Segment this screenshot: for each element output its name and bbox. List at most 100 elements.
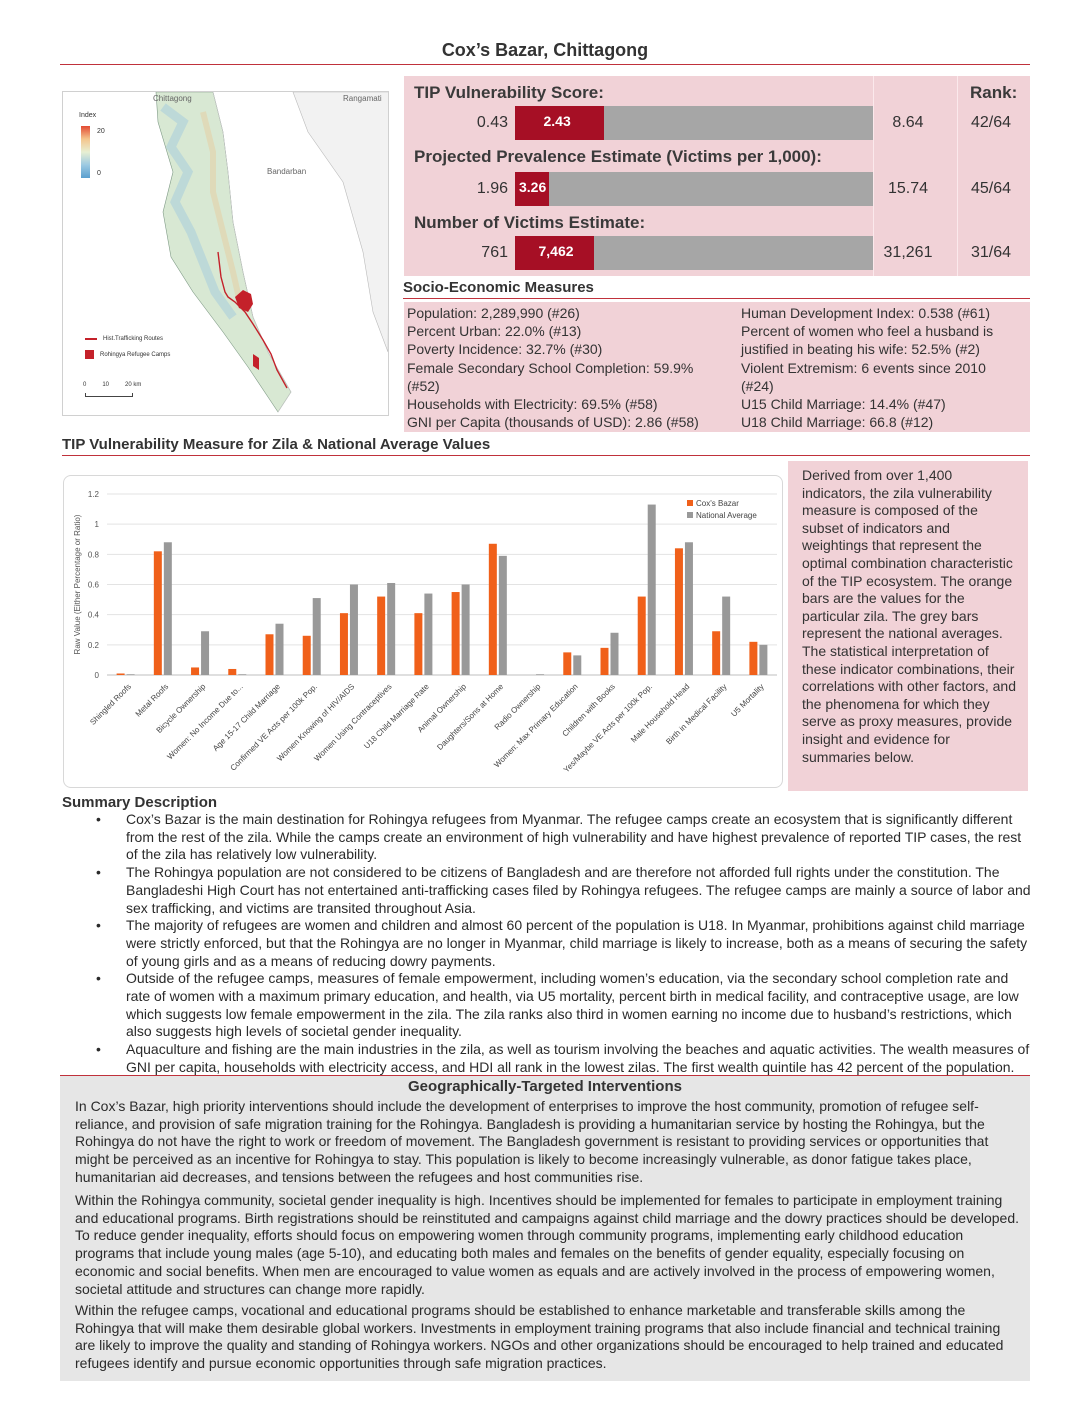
score-min: 1.96 <box>404 180 508 198</box>
legend-routes: Hist.Trafficking Routes <box>85 336 163 342</box>
bar-zila <box>340 613 348 675</box>
bar-zila <box>452 592 460 675</box>
scale-10: 10 <box>102 382 109 388</box>
score-max: 31,261 <box>880 244 936 262</box>
chart-svg: 0 0.2 0.4 0.6 0.8 1 1.2 Raw Value (Either Perce… <box>64 476 784 789</box>
summary-bullet: The majority of refugees are women and c… <box>96 917 1031 970</box>
score-bar-track: 7,462 <box>515 236 873 270</box>
score-min: 761 <box>404 244 508 262</box>
score-bar-track: 2.43 <box>515 106 873 140</box>
rank-title: Rank: <box>970 83 1017 103</box>
bar-zila <box>489 544 497 675</box>
bar-zila <box>266 634 274 675</box>
bar-zila <box>563 652 571 675</box>
y-tick-label: 0 <box>95 671 100 680</box>
score-rank: 42/64 <box>954 114 1028 132</box>
score-row-victims: 761 7,462 31,261 31/64 <box>404 236 1030 270</box>
scale-20: 20 km <box>125 382 141 388</box>
legend-label: National Average <box>696 511 757 520</box>
socio-left: Population: 2,289,990 (#26) Percent Urba… <box>407 304 699 431</box>
interventions-heading: Geographically-Targeted Interventions <box>60 1078 1030 1095</box>
bar-national <box>685 542 693 675</box>
socio-right: Human Development Index: 0.538 (#61) Per… <box>741 304 993 431</box>
socio-item: U18 Child Marriage: 66.8 (#12) <box>741 413 993 431</box>
bar-national <box>611 633 619 675</box>
bar-national <box>201 631 209 675</box>
bar-national <box>759 645 767 675</box>
camp-square-icon <box>85 350 94 359</box>
score-max: 8.64 <box>880 114 936 132</box>
legend-min: 0 <box>97 170 101 177</box>
legend-title: Index <box>79 112 96 119</box>
socio-rule <box>403 298 1030 299</box>
interventions-paragraph: Within the refugee camps, vocational and… <box>75 1302 1020 1373</box>
score-row-vulnerability: 0.43 2.43 8.64 42/64 <box>404 106 1030 140</box>
socio-item: justified in beating his wife: 52.5% (#2… <box>741 340 993 358</box>
x-tick-label: Age 15-17 Child Marriage <box>211 682 282 753</box>
bar-national <box>276 624 284 675</box>
summary-bullet: Cox’s Bazar is the main destination for … <box>96 811 1031 864</box>
scale-0: 0 <box>83 382 86 388</box>
map-label-bandarban: Bandarban <box>267 167 306 176</box>
score-bar-track: 3.26 <box>515 172 873 206</box>
map-label-rangamati: Rangamati <box>343 94 382 103</box>
interventions-paragraph: Within the Rohingya community, societal … <box>75 1192 1020 1298</box>
bar-zila <box>117 673 125 675</box>
bar-zila <box>749 642 757 675</box>
bar-zila <box>601 648 609 675</box>
vulnerability-title: TIP Vulnerability Score: <box>414 83 604 103</box>
x-tick-label: Women Knowing of HIV/AIDS <box>275 682 356 763</box>
victims-title: Number of Victims Estimate: <box>414 213 645 233</box>
prevalence-title: Projected Prevalence Estimate (Victims p… <box>414 147 822 167</box>
bar-zila <box>191 667 199 675</box>
scale-bar <box>85 393 133 397</box>
legend-camps-label: Rohingya Refugee Camps <box>100 352 170 358</box>
map-label-chittagong: Chittagong <box>153 94 192 103</box>
title-rule <box>60 64 1030 65</box>
score-row-prevalence: 1.96 3.26 15.74 45/64 <box>404 172 1030 206</box>
legend-swatch <box>687 512 693 518</box>
y-tick-label: 1.2 <box>88 490 100 499</box>
scale-labels: 0 10 20 km <box>83 382 141 388</box>
chart-description: Derived from over 1,400 indicators, the … <box>788 461 1028 791</box>
socio-item: Households with Electricity: 69.5% (#58) <box>407 395 699 413</box>
socio-item: U15 Child Marriage: 14.4% (#47) <box>741 395 993 413</box>
bar-national <box>536 674 544 675</box>
bar-zila <box>228 669 236 675</box>
legend-gradient <box>81 126 90 178</box>
chart-heading: TIP Vulnerability Measure for Zila & Nat… <box>62 436 490 453</box>
score-max: 15.74 <box>880 180 936 198</box>
socio-item: GNI per Capita (thousands of USD): 2.86 … <box>407 413 699 431</box>
bar-national <box>164 542 172 675</box>
legend-max: 20 <box>97 128 105 135</box>
y-axis-label: Raw Value (Either Percentage or Ratio) <box>73 514 82 654</box>
y-tick-label: 0.2 <box>88 641 100 650</box>
y-tick-label: 1 <box>95 520 100 529</box>
summary-bullet: Outside of the refugee camps, measures o… <box>96 970 1031 1041</box>
summary-heading: Summary Description <box>62 794 217 811</box>
bar-national <box>387 583 395 675</box>
route-line-icon <box>85 338 97 340</box>
y-tick-label: 0.8 <box>88 550 100 559</box>
bar-national <box>424 594 432 675</box>
bar-national <box>313 598 321 675</box>
bar-zila <box>638 597 646 675</box>
socio-item: (#24) <box>741 377 993 395</box>
x-tick-label: Women Using Contraceptives <box>312 682 393 763</box>
bar-national <box>499 556 507 675</box>
summary-list: Cox’s Bazar is the main destination for … <box>96 811 1031 1077</box>
score-value: 7,462 <box>539 243 574 259</box>
interventions-rule <box>60 1075 1030 1076</box>
bar-zila <box>377 597 385 675</box>
x-tick-label: Women: No Income Due to... <box>165 682 244 761</box>
legend-camps: Rohingya Refugee Camps <box>85 350 170 359</box>
score-rank: 45/64 <box>954 180 1028 198</box>
socio-item: (#52) <box>407 377 699 395</box>
bar-national <box>238 674 246 675</box>
bar-zila <box>712 631 720 675</box>
summary-bullet: The Rohingya population are not consider… <box>96 864 1031 917</box>
score-rank: 31/64 <box>954 244 1028 262</box>
bar-zila <box>414 613 422 675</box>
legend-label: Cox's Bazar <box>696 499 739 508</box>
score-panel: TIP Vulnerability Score: Rank: 0.43 2.43… <box>404 76 1030 276</box>
